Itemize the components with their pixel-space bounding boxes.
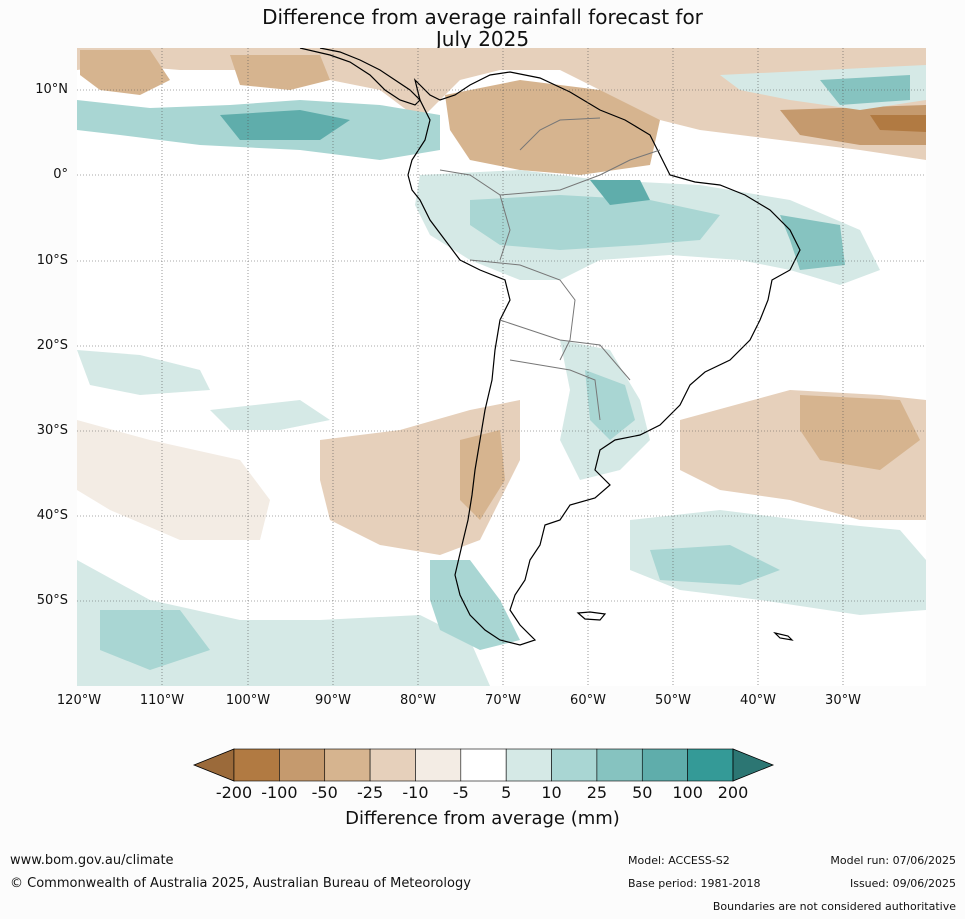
colorbar-tick-label: 10	[541, 783, 562, 802]
colorbar-segment	[551, 748, 598, 782]
wet-region-south-atlantic	[630, 510, 926, 615]
lon-label: 60°W	[570, 693, 606, 708]
colorbar-tick-label: -50	[311, 783, 338, 802]
map-title-line-1: Difference from average rainfall forecas…	[262, 5, 703, 29]
colorbar-segment	[460, 748, 507, 782]
anomaly-fields	[77, 48, 926, 686]
lon-label: 80°W	[400, 693, 436, 708]
lon-label: 40°W	[740, 693, 776, 708]
colorbar-tick-label: 25	[586, 783, 608, 802]
boundaries-disclaimer: Boundaries are not considered authoritat…	[712, 900, 956, 913]
colorbar-title: Difference from average (mm)	[345, 808, 620, 829]
dry-region-atlantic-core	[870, 115, 926, 132]
dry-region-north-strong	[230, 55, 330, 90]
model-name: Model: ACCESS-S2	[628, 854, 730, 867]
dry-region-north	[77, 48, 926, 160]
wet-region-subtropical-pacific-2	[210, 400, 330, 430]
colorbar-segment	[596, 748, 643, 782]
wet-region-amazon-mid	[470, 195, 720, 250]
wet-band-pacific-core	[220, 110, 350, 140]
colorbar-segment	[233, 748, 280, 782]
wet-band-atlantic-core	[820, 75, 910, 105]
lat-label: 50°S	[36, 593, 68, 608]
issued-date: Issued: 09/06/2025	[849, 877, 956, 890]
colorbar-tick-label: -200	[215, 783, 253, 802]
colorbar-segment	[687, 748, 734, 782]
lat-label: 10°S	[36, 253, 68, 268]
colorbar-segment	[505, 748, 552, 782]
colorbar-arrow-high	[732, 748, 775, 782]
base-period: Base period: 1981-2018	[628, 877, 761, 890]
lon-label: 50°W	[655, 693, 691, 708]
wet-region-south-atlantic-core	[650, 545, 780, 585]
colorbar-tick-label: 100	[672, 783, 703, 802]
south-georgia	[773, 631, 794, 641]
colorbar-tick-label: -5	[452, 783, 469, 802]
lat-label: 0°	[53, 167, 68, 182]
colorbar	[192, 748, 775, 782]
wet-region-la-plata-core	[585, 370, 635, 440]
colorbar-tick-label: -10	[402, 783, 429, 802]
central-america-coast	[299, 48, 421, 106]
graticule	[77, 48, 926, 686]
colorbar-segment	[415, 748, 462, 782]
lat-label: 40°S	[36, 508, 68, 523]
lon-label: 100°W	[225, 693, 271, 708]
dry-region-north-strong	[80, 50, 170, 95]
lat-label: 30°S	[36, 423, 68, 438]
colorbar-arrow-low	[192, 748, 235, 782]
map-title-line-2: July 2025	[435, 27, 530, 51]
model-run-date: Model run: 07/06/2025	[830, 854, 956, 867]
colorbar-tick-label: -100	[261, 783, 298, 802]
colorbar-tick-label: 5	[501, 783, 512, 802]
copyright-notice: © Commonwealth of Australia 2025, Austra…	[10, 876, 471, 891]
wet-region-amazon-core	[590, 180, 650, 205]
wet-region-south-pacific-core	[100, 610, 210, 670]
lon-label: 110°W	[139, 693, 185, 708]
south-america-coast	[407, 71, 801, 646]
lat-label: 20°S	[36, 338, 68, 353]
wet-region-drake	[430, 560, 520, 650]
dry-region-south-atlantic-core	[800, 395, 920, 470]
dry-region-south-pacific	[77, 420, 270, 540]
colorbar-segment	[369, 748, 416, 782]
colorbar-segment	[324, 748, 371, 782]
colorbar-segment	[279, 748, 326, 782]
lon-label: 90°W	[315, 693, 351, 708]
colorbar-tick-label: -25	[357, 783, 384, 802]
source-url: www.bom.gov.au/climate	[10, 853, 174, 868]
colorbar-tick-label: 50	[632, 783, 653, 802]
colorbar-tick-label: 200	[717, 783, 749, 802]
lat-label: 10°N	[35, 82, 68, 97]
wet-region-subtropical-pacific	[77, 350, 210, 395]
colorbar-segment	[641, 748, 688, 782]
lon-label: 70°W	[485, 693, 521, 708]
lon-label: 120°W	[56, 693, 102, 708]
lon-label: 30°W	[825, 693, 861, 708]
dry-region-guianas	[445, 80, 660, 175]
